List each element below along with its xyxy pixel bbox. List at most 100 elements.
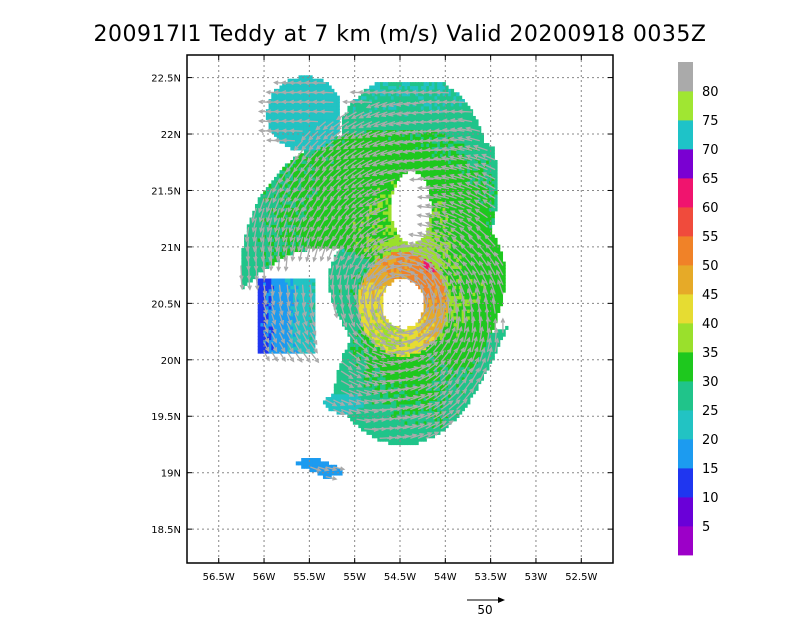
wind-cell — [333, 471, 338, 476]
wind-cell — [358, 217, 362, 222]
wind-cell — [287, 322, 291, 327]
wind-cell — [453, 390, 457, 395]
wind-cell — [407, 275, 411, 280]
wind-cell — [491, 336, 495, 341]
wind-cell — [374, 359, 378, 364]
wind-cell — [423, 325, 427, 330]
wind-cell — [347, 319, 351, 324]
wind-cell — [341, 193, 346, 198]
wind-cell — [426, 271, 430, 276]
wind-cell — [358, 346, 362, 351]
wind-cell — [306, 217, 310, 222]
wind-cell — [483, 217, 487, 222]
wind-cell — [505, 325, 509, 330]
wind-cell — [314, 468, 319, 473]
wind-cell — [475, 309, 479, 313]
wind-cell — [377, 251, 381, 256]
wind-cell — [399, 241, 403, 246]
wind-cell — [380, 220, 384, 225]
wind-cell — [265, 251, 270, 256]
wind-cell — [366, 309, 370, 313]
wind-cell — [306, 302, 310, 307]
wind-cell — [274, 241, 278, 246]
wind-cell — [499, 281, 504, 286]
wind-cell — [333, 254, 338, 259]
wind-cell — [371, 258, 376, 263]
wind-cell — [437, 214, 441, 219]
wind-cell — [434, 298, 438, 303]
wind-cell — [347, 271, 351, 276]
wind-cell — [325, 397, 329, 402]
wind-cell — [429, 336, 433, 341]
wind-cell — [271, 346, 275, 351]
wind-cell — [415, 390, 419, 395]
wind-cell — [404, 356, 408, 361]
wind-cell — [439, 403, 444, 408]
wind-cell — [268, 187, 272, 192]
wind-cell — [322, 193, 327, 198]
wind-cell — [434, 187, 438, 192]
wind-cell — [279, 288, 283, 293]
wind-cell — [347, 363, 351, 368]
wind-cell — [385, 224, 389, 229]
wind-cell — [423, 376, 427, 381]
wind-cell — [434, 424, 438, 429]
wind-cell — [298, 278, 302, 283]
wind-cell — [382, 237, 387, 242]
wind-cell — [429, 312, 433, 317]
wind-cell — [418, 349, 422, 354]
wind-cell — [401, 356, 406, 361]
wind-cell — [409, 373, 414, 378]
wind-cell — [333, 217, 338, 222]
wind-cell — [377, 210, 381, 215]
wind-cell — [257, 349, 262, 354]
wind-cell — [404, 427, 408, 432]
wind-cell — [486, 342, 490, 347]
wind-cell — [361, 386, 365, 391]
wind-cell — [456, 241, 460, 246]
wind-cell — [380, 214, 384, 219]
wind-cell — [486, 285, 490, 290]
wind-cell — [322, 474, 327, 479]
wind-cell — [426, 390, 430, 395]
wind-cell — [352, 305, 357, 310]
wind-cell — [442, 397, 446, 402]
wind-cell — [412, 342, 417, 347]
wind-cell — [491, 281, 495, 286]
wind-cell — [472, 241, 476, 246]
wind-cell — [486, 241, 490, 246]
wind-cell — [358, 268, 362, 273]
wind-cell — [456, 332, 460, 337]
wind-cell — [271, 193, 275, 198]
wind-cell — [431, 427, 436, 432]
wind-cell — [355, 183, 359, 188]
wind-cell — [260, 309, 264, 313]
wind-cell — [415, 400, 419, 405]
wind-cell — [472, 359, 476, 364]
wind-cell — [298, 227, 302, 232]
wind-cell — [361, 359, 365, 364]
wind-cell — [268, 224, 272, 229]
wind-cell — [347, 190, 351, 195]
wind-cell — [336, 281, 340, 286]
wind-cell — [475, 302, 479, 307]
wind-cell — [412, 427, 417, 432]
wind-cell — [328, 281, 332, 286]
wind-cell — [464, 254, 468, 259]
wind-cell — [448, 413, 452, 418]
wind-cell — [486, 366, 490, 371]
wind-cell — [265, 258, 270, 263]
wind-cell — [477, 353, 482, 358]
wind-cell — [456, 393, 460, 398]
wind-cell — [260, 342, 264, 347]
wind-cell — [415, 332, 419, 337]
wind-cell — [448, 254, 452, 259]
wind-cell — [366, 261, 370, 266]
wind-cell — [301, 217, 305, 222]
wind-cell — [276, 312, 281, 317]
wind-cell — [371, 285, 376, 290]
wind-cell — [257, 258, 262, 263]
wind-cell — [442, 285, 446, 290]
wind-cell — [458, 231, 463, 236]
wind-cell — [303, 342, 308, 347]
